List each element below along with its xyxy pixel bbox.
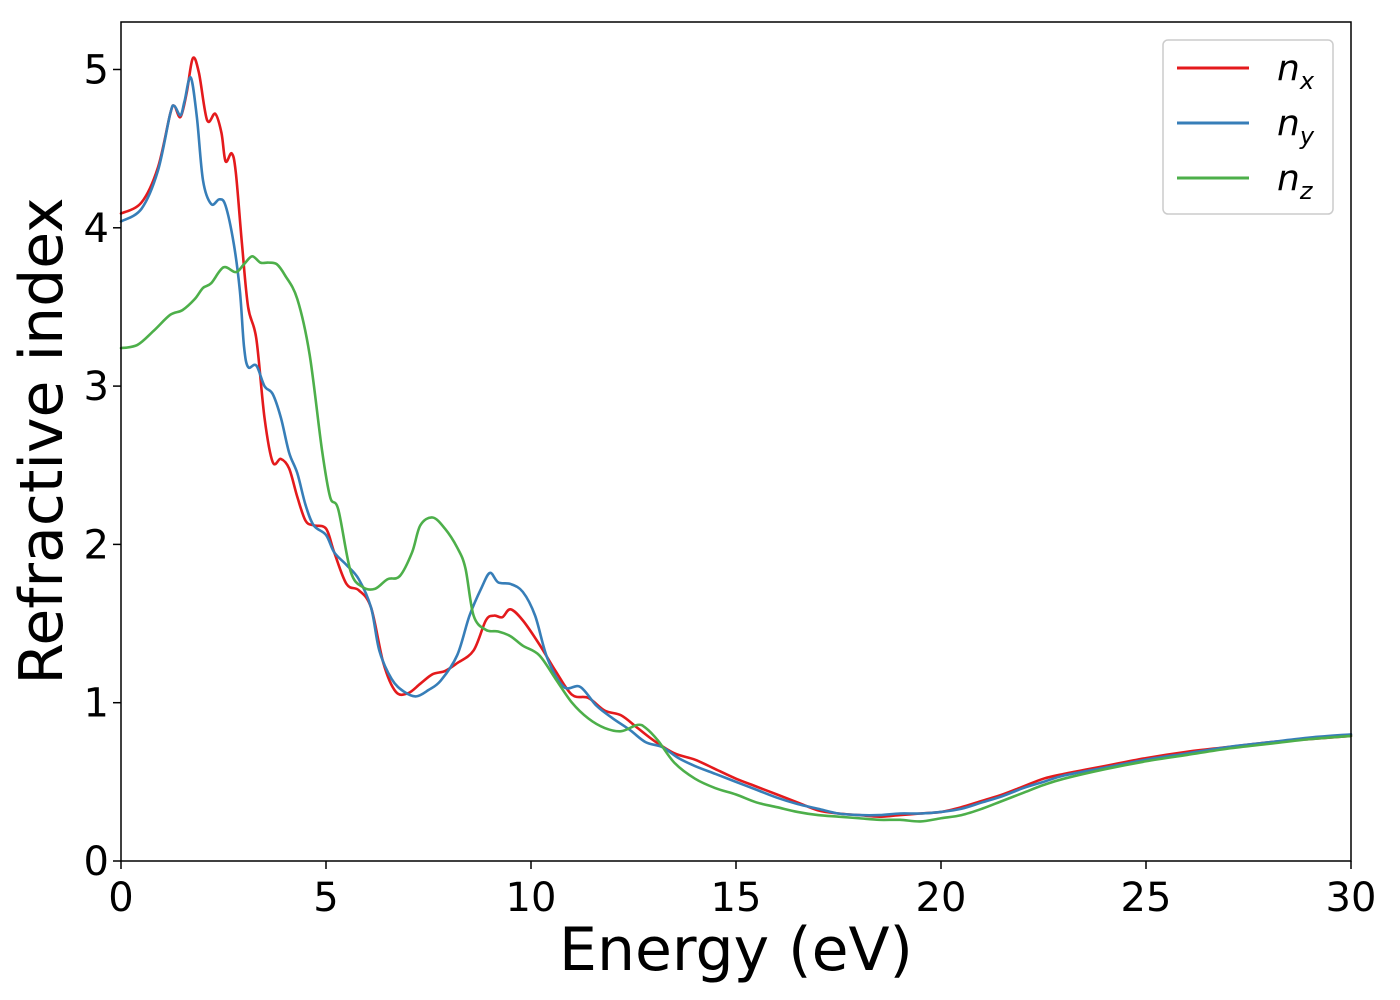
x-tick-label: 10 <box>506 875 557 921</box>
legend-box <box>1162 39 1334 215</box>
legend-label-nx: nx <box>1277 48 1315 95</box>
y-axis-ticks: 0 1 2 3 4 5 <box>84 47 121 885</box>
x-tick-label: 15 <box>711 875 762 921</box>
y-tick-label: 2 <box>84 522 109 568</box>
y-tick-label: 5 <box>84 47 109 93</box>
x-axis-ticks: 0 5 10 15 20 25 30 <box>108 861 1376 921</box>
y-tick-label: 3 <box>84 364 109 410</box>
x-tick-label: 20 <box>916 875 967 921</box>
x-tick-label: 5 <box>313 875 338 921</box>
series-line-nz <box>119 254 1353 823</box>
series-line-ny <box>119 76 1353 817</box>
series-layer <box>119 56 1353 823</box>
y-tick-label: 0 <box>84 839 109 885</box>
x-tick-label: 30 <box>1326 875 1377 921</box>
legend-label-ny: ny <box>1277 103 1315 150</box>
legend: nx ny nz <box>1162 39 1334 215</box>
y-tick-label: 1 <box>84 681 109 727</box>
x-tick-label: 0 <box>108 875 133 921</box>
x-axis-title: Energy (eV) <box>559 915 913 985</box>
y-axis-title: Refractive index <box>7 197 77 684</box>
x-tick-label: 25 <box>1121 875 1172 921</box>
legend-label-nz: nz <box>1277 158 1314 205</box>
y-tick-label: 4 <box>84 206 109 252</box>
